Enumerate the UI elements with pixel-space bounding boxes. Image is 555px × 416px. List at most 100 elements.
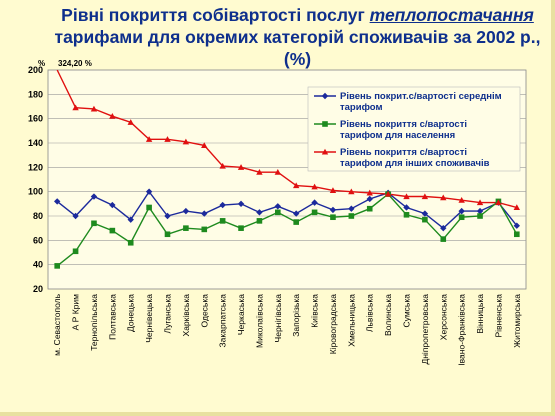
data-point-s3: [421, 193, 429, 200]
data-point-s2: [514, 231, 520, 238]
x-tick-label: А Р Крим: [71, 294, 81, 330]
data-point-s3: [348, 188, 355, 195]
data-point-s2: [219, 218, 226, 224]
data-point-s1: [237, 200, 245, 208]
data-point-s1: [164, 212, 171, 220]
data-point-s2: [54, 263, 60, 269]
x-tick-label: Чернівецька: [144, 294, 154, 343]
data-point-s3: [237, 164, 245, 170]
data-point-s1: [201, 210, 208, 217]
legend-marker: [321, 92, 329, 100]
y-tick-label: 40: [33, 260, 43, 270]
data-point-s3: [495, 199, 502, 206]
x-tick-label: Хмельницька: [346, 294, 356, 347]
data-point-s2: [275, 209, 281, 216]
data-point-s2: [109, 227, 116, 234]
legend-marker: [322, 121, 328, 127]
data-point-s1: [292, 210, 300, 217]
legend-entry: Рівень покриття с/вартості тарифом для ін…: [340, 147, 490, 169]
data-point-s2: [422, 216, 428, 223]
data-point-s3: [403, 193, 410, 200]
x-tick-label: Дніпропетровська: [420, 294, 430, 365]
data-point-s2: [256, 218, 263, 224]
x-tick-label: Закарпатська: [218, 294, 228, 348]
data-point-s3: [127, 119, 134, 125]
legend-entry: Рівень покрит.с/вартості середнім тарифом: [340, 91, 502, 113]
data-point-s1: [219, 201, 226, 209]
data-point-s1: [109, 201, 116, 209]
y-tick-label: 140: [28, 138, 43, 148]
data-point-s1: [421, 210, 429, 217]
data-point-s1: [274, 203, 282, 210]
data-point-s1: [458, 207, 465, 215]
chart-title: Рівні покриття собівартості послуг тепло…: [40, 4, 555, 70]
data-point-s2: [458, 214, 465, 221]
x-tick-label: Житомирська: [512, 294, 522, 348]
data-point-s3: [440, 194, 447, 201]
data-point-s2: [348, 213, 355, 219]
x-tick-label: Івано-Франківська: [457, 294, 467, 366]
series-line-3: [56, 69, 517, 209]
data-point-s1: [256, 209, 263, 216]
x-tick-label: Кіровоградська: [328, 294, 338, 355]
data-point-s1: [403, 204, 410, 211]
overflow-annotation: 324,20 %: [58, 59, 92, 68]
y-axis-ticks: 20 40 60 80 100 120 140 160 180 200: [28, 65, 43, 294]
data-point-s3: [311, 183, 318, 190]
data-point-s2: [293, 219, 299, 225]
legend: Рівень покрит.с/вартості середнім тарифом…: [307, 86, 521, 172]
legend-marker: [321, 148, 329, 155]
data-point-s3: [201, 142, 208, 148]
x-tick-label: Чернігівська: [273, 294, 283, 343]
data-point-s3: [458, 196, 465, 203]
x-tick-label: м. Севастополь: [52, 293, 62, 355]
data-point-s2: [403, 211, 410, 218]
data-point-s3: [219, 162, 226, 169]
y-tick-label: 120: [28, 162, 43, 172]
data-point-s2: [440, 236, 447, 242]
data-point-s3: [109, 113, 116, 119]
data-point-s3: [256, 169, 263, 175]
x-tick-label: Київська: [310, 294, 320, 328]
x-tick-label: Херсонська: [438, 294, 448, 340]
legend-entry: Рівень покриття с/вартості тарифом для на…: [340, 119, 467, 141]
x-tick-label: Запорізька: [291, 294, 301, 337]
y-tick-label: 20: [33, 284, 43, 294]
data-point-s1: [440, 224, 447, 232]
data-point-s2: [238, 225, 244, 231]
x-tick-label: Полтавська: [107, 294, 117, 340]
x-tick-label: Харківська: [181, 294, 191, 337]
data-point-s2: [330, 214, 336, 221]
title-line1-prefix: Рівні покриття собівартості послуг: [61, 5, 370, 25]
data-point-s2: [164, 231, 171, 238]
data-point-s1: [127, 216, 134, 223]
data-point-s2: [366, 205, 373, 212]
x-tick-label: Рівненська: [493, 294, 503, 338]
x-tick-label: Тернопільська: [89, 294, 99, 351]
x-tick-label: Черкаська: [236, 294, 246, 335]
data-point-s3: [72, 104, 79, 111]
x-tick-label: Миколаївська: [254, 294, 264, 348]
data-point-s3: [513, 204, 521, 211]
data-point-s2: [91, 220, 97, 227]
data-point-s2: [183, 225, 189, 231]
data-point-s1: [366, 195, 373, 203]
x-axis-tick-labels: м. Севастополь А Р Крим Тернопільська Полта…: [52, 293, 522, 365]
data-point-s2: [201, 226, 208, 233]
data-point-s3: [274, 169, 282, 175]
data-point-s1: [90, 193, 98, 200]
title-line1-emphasis: теплопостачання: [369, 5, 534, 25]
x-tick-label: Сумська: [402, 294, 412, 328]
data-point-s1: [348, 205, 355, 212]
series-markers: [53, 104, 521, 269]
series-line-2: [56, 193, 518, 267]
data-point-s3: [292, 182, 300, 189]
data-point-s3: [145, 136, 153, 142]
data-point-s2: [311, 209, 318, 216]
data-point-s2: [72, 248, 79, 255]
y-tick-label: 180: [28, 89, 43, 99]
data-point-s2: [146, 204, 152, 211]
data-point-s1: [476, 207, 484, 215]
data-point-s3: [182, 138, 190, 145]
